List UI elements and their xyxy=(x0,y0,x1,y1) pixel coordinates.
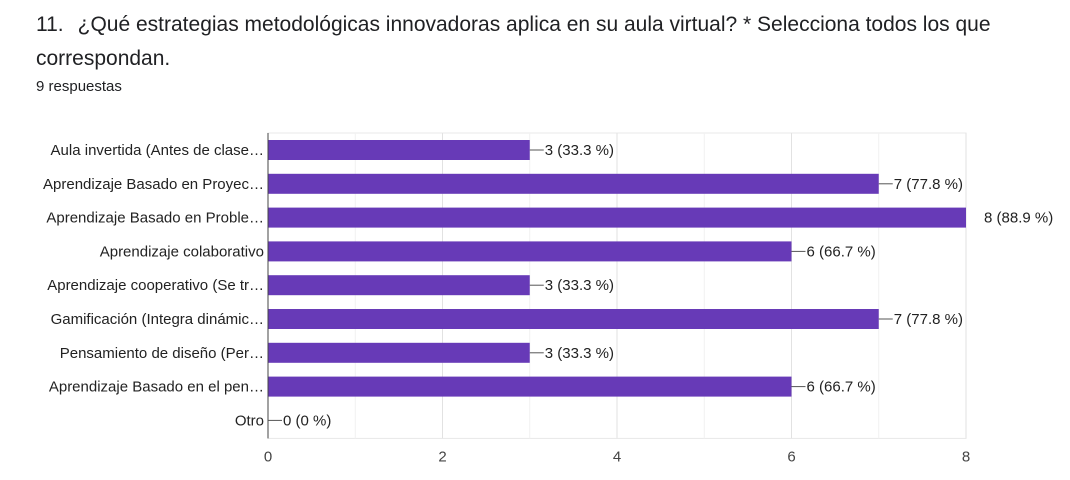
question-title: 11. ¿Qué estrategias metodológicas innova… xyxy=(36,8,1056,76)
category-label: Aprendizaje cooperativo (Se tr… xyxy=(47,277,264,294)
data-label: 6 (66.7 %) xyxy=(807,379,876,396)
data-label: 3 (33.3 %) xyxy=(545,277,614,294)
bar xyxy=(268,342,530,363)
labels: 0 2 4 6 8 Aula invertida (Antes de clase… 3 (3… xyxy=(43,142,1053,465)
x-tick-label: 6 xyxy=(787,448,795,465)
bar xyxy=(268,207,966,228)
data-label: 7 (77.8 %) xyxy=(894,311,963,328)
category-label: Aprendizaje Basado en Proyec… xyxy=(43,176,264,193)
bar xyxy=(268,241,792,262)
data-label: 8 (88.9 %) xyxy=(984,210,1053,227)
data-label: 3 (33.3 %) xyxy=(545,345,614,362)
question-header: 11. ¿Qué estrategias metodológicas innova… xyxy=(36,8,1056,95)
x-tick-label: 4 xyxy=(613,448,621,465)
question-text: ¿Qué estrategias metodológicas innovador… xyxy=(36,13,991,70)
bar xyxy=(268,275,530,296)
data-label: 3 (33.3 %) xyxy=(545,142,614,159)
category-label: Aprendizaje Basado en el pen… xyxy=(49,379,264,396)
bar xyxy=(268,309,879,329)
category-label: Aprendizaje Basado en Proble… xyxy=(46,210,264,227)
bar xyxy=(268,376,792,397)
x-tick-label: 0 xyxy=(264,448,272,465)
question-number: 11. xyxy=(36,13,64,36)
bar xyxy=(268,173,879,194)
category-label: Otro xyxy=(235,412,264,429)
category-label: Aula invertida (Antes de clase… xyxy=(51,142,264,159)
bars xyxy=(268,140,966,397)
data-label: 6 (66.7 %) xyxy=(807,243,876,260)
x-tick-label: 8 xyxy=(962,448,970,465)
x-tick-label: 2 xyxy=(438,448,446,465)
response-count: 9 respuestas xyxy=(36,78,122,95)
category-label: Aprendizaje colaborativo xyxy=(100,243,264,260)
data-label: 0 (0 %) xyxy=(283,412,331,429)
category-label: Pensamiento de diseño (Per… xyxy=(60,345,264,362)
data-label: 7 (77.8 %) xyxy=(894,176,963,193)
category-label: Gamificación (Integra dinámic… xyxy=(51,311,264,328)
bar xyxy=(268,140,530,160)
